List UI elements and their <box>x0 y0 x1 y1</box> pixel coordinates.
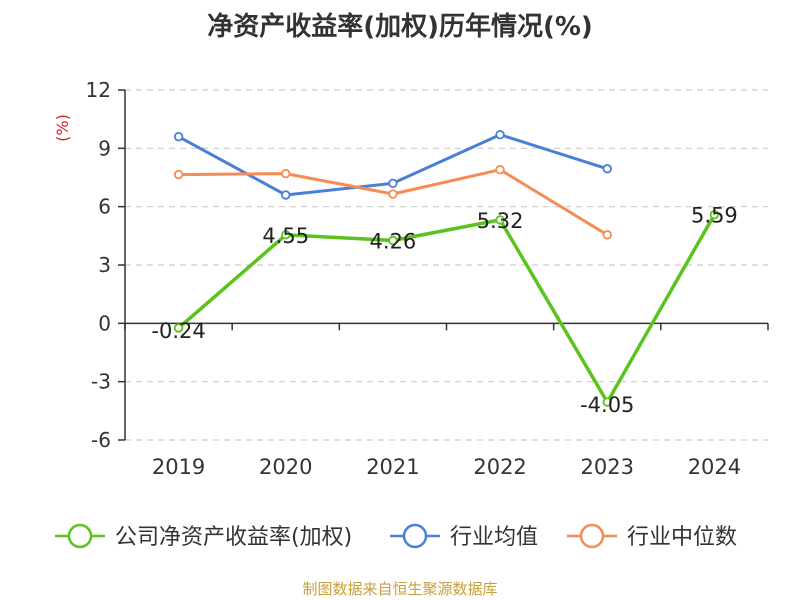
y-tick-label: 6 <box>98 195 111 219</box>
data-point <box>388 178 398 189</box>
chart-title: 净资产收益率(加权)历年情况(%) <box>207 12 593 42</box>
x-tick-label: 2023 <box>581 455 634 479</box>
y-axis-label: (%) <box>53 114 72 142</box>
data-point <box>173 169 184 180</box>
legend-label: 公司净资产收益率(加权) <box>115 525 352 550</box>
series-line <box>177 213 716 404</box>
data-labels: -0.24 4.55 4.26 5.32 -4.05 5.59 <box>151 204 737 417</box>
y-tick-label: 12 <box>86 78 111 102</box>
data-label: 5.32 <box>477 209 524 233</box>
data-point <box>602 164 612 174</box>
data-label: -0.24 <box>151 319 205 343</box>
data-point <box>495 165 505 175</box>
legend-marker <box>402 523 428 549</box>
data-label: -4.05 <box>580 393 634 417</box>
legend-label: 行业均值 <box>450 525 538 550</box>
data-point <box>388 189 398 199</box>
data-point <box>602 397 612 407</box>
legend-label: 行业中位数 <box>627 525 737 550</box>
x-tick-label: 2020 <box>259 455 312 479</box>
y-tick-label: 0 <box>98 311 111 335</box>
x-tick-label: 2024 <box>688 455 741 479</box>
source-note: 制图数据来自恒生聚源数据库 <box>302 580 498 598</box>
x-tick-label: 2021 <box>366 455 419 479</box>
y-tick-label: -6 <box>91 428 111 452</box>
data-point <box>281 230 291 240</box>
data-point <box>173 131 184 142</box>
series <box>173 130 720 407</box>
x-tick-label: 2019 <box>152 455 205 479</box>
legend: 公司净资产收益率(加权) 行业均值 行业中位数 <box>55 523 737 550</box>
y-tick-label: 9 <box>98 136 111 160</box>
legend-marker <box>579 523 605 549</box>
axes: -6 -3 0 3 6 9 12 2019 2020 2021 2022 2023 2024 <box>86 78 769 479</box>
data-point <box>173 323 184 333</box>
data-label: 4.26 <box>370 230 417 254</box>
data-point <box>495 130 505 140</box>
grid-lines <box>125 89 768 441</box>
data-label: 5.59 <box>691 204 738 228</box>
data-point <box>602 230 612 240</box>
data-point <box>388 235 398 246</box>
data-point <box>281 190 291 200</box>
data-point <box>495 215 505 225</box>
data-point <box>709 209 720 220</box>
data-point <box>281 168 291 179</box>
legend-marker <box>67 523 93 549</box>
y-tick-label: -3 <box>91 370 111 394</box>
data-label: 4.55 <box>262 224 309 248</box>
y-tick-label: 3 <box>98 253 111 277</box>
x-tick-label: 2022 <box>473 455 526 479</box>
